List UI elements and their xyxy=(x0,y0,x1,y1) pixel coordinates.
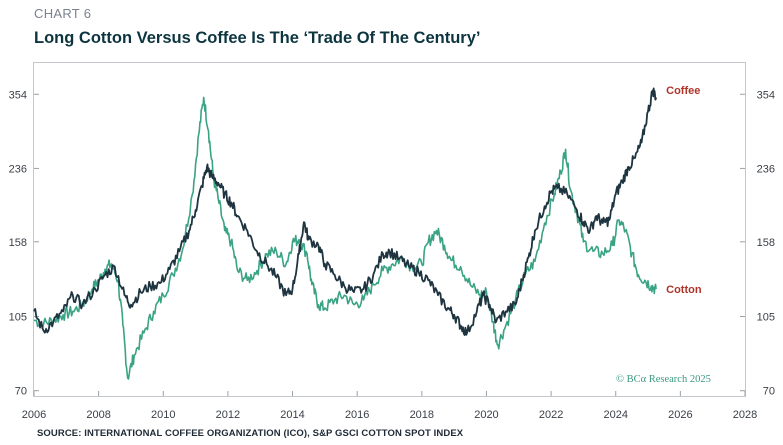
coffee-series-label: Coffee xyxy=(666,85,700,97)
y-tick-label-left: 158 xyxy=(9,237,27,249)
y-tick-label-left: 354 xyxy=(9,89,27,101)
coffee-series-line xyxy=(33,87,657,336)
cotton-series-line xyxy=(33,96,657,380)
cotton-series-label: Cotton xyxy=(666,284,702,296)
x-tick-label: 2026 xyxy=(668,409,692,421)
y-tick-label-right: 158 xyxy=(757,237,775,249)
chart-title: Long Cotton Versus Coffee Is The ‘Trade … xyxy=(34,29,481,47)
watermark: © BCα Research 2025 xyxy=(616,374,711,385)
x-tick-label: 2014 xyxy=(280,409,304,421)
source-note: SOURCE: INTERNATIONAL COFFEE ORGANIZATIO… xyxy=(37,428,464,439)
x-tick-label: 2010 xyxy=(151,409,175,421)
y-tick-label-left: 236 xyxy=(9,163,27,175)
x-tick-label: 2022 xyxy=(539,409,563,421)
x-tick-label: 2008 xyxy=(86,409,110,421)
x-tick-label: 2018 xyxy=(410,409,434,421)
y-tick-label-right: 236 xyxy=(757,163,775,175)
y-tick-label-right: 70 xyxy=(763,386,775,398)
y-tick-label-left: 70 xyxy=(15,386,27,398)
x-tick-label: 2016 xyxy=(345,409,369,421)
y-tick-label-right: 105 xyxy=(757,312,775,324)
plot-frame xyxy=(33,62,746,397)
x-tick-label: 2024 xyxy=(603,409,627,421)
y-tick-label-left: 105 xyxy=(9,312,27,324)
chart-number-label: CHART 6 xyxy=(34,6,92,21)
x-tick-label: 2020 xyxy=(474,409,498,421)
x-tick-label: 2028 xyxy=(733,409,757,421)
y-tick-label-right: 354 xyxy=(757,89,775,101)
x-tick-label: 2012 xyxy=(216,409,240,421)
x-tick-label: 2006 xyxy=(22,409,46,421)
